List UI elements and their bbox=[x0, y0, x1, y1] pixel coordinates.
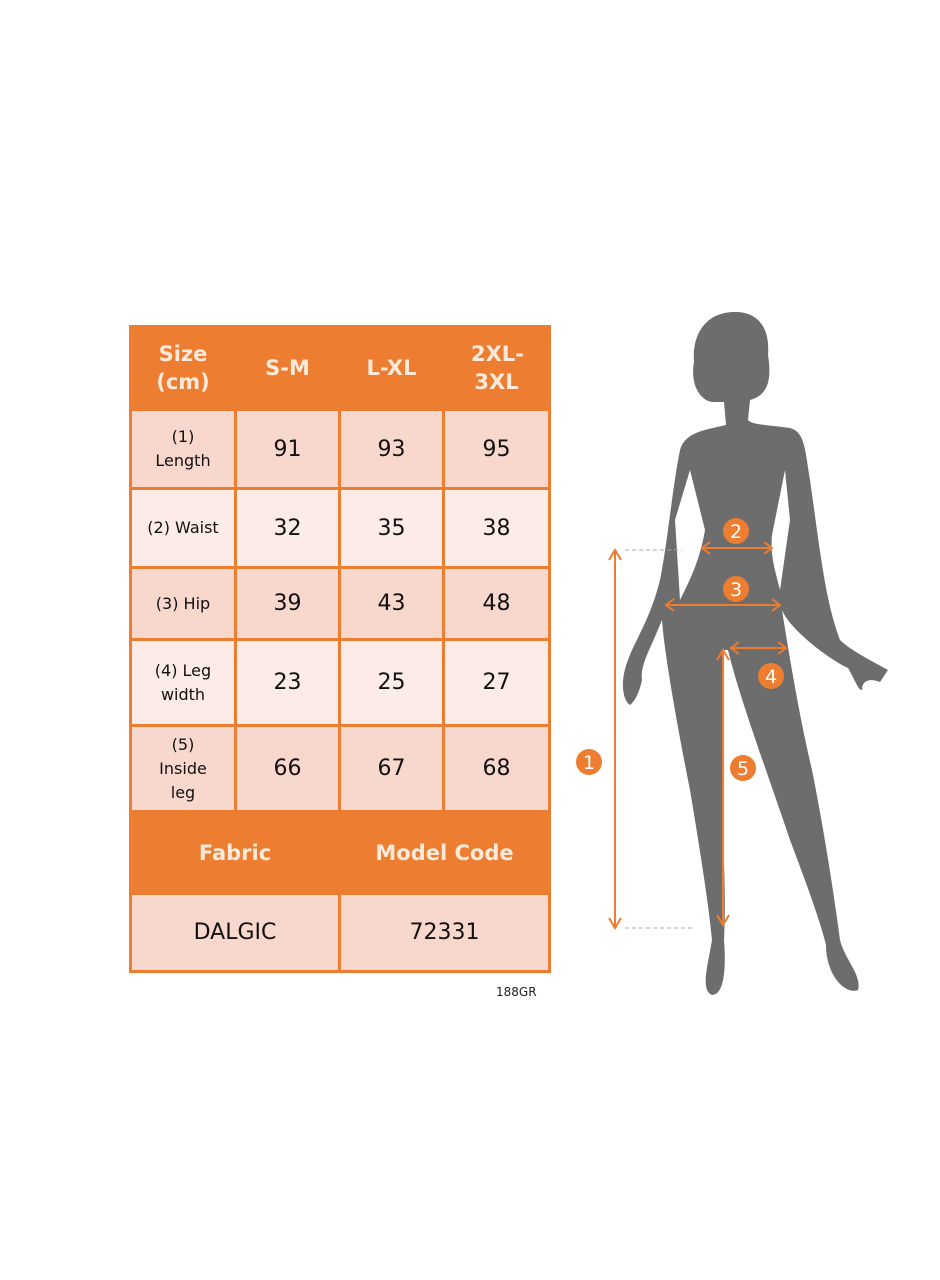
table-row: (2) Waist 32 35 38 bbox=[129, 487, 551, 569]
product-code: 188GR bbox=[496, 985, 537, 999]
cell: 38 bbox=[442, 487, 551, 569]
header-s-m: S-M bbox=[234, 325, 341, 411]
model-code-header: Model Code bbox=[338, 810, 551, 895]
table-row: (1) Length 91 93 95 bbox=[129, 408, 551, 490]
footer-header-row: Fabric Model Code bbox=[129, 810, 551, 895]
table-row: (4) Leg width 23 25 27 bbox=[129, 638, 551, 727]
cell: 68 bbox=[442, 724, 551, 813]
markers: 1 2 3 4 5 bbox=[576, 518, 784, 781]
fabric-header: Fabric bbox=[129, 810, 341, 895]
row-label: (3) Hip bbox=[129, 566, 237, 641]
body-measurement-figure: 1 2 3 4 5 bbox=[576, 312, 888, 995]
fabric-value: DALGIC bbox=[129, 892, 341, 973]
marker-4-label: 4 bbox=[765, 666, 777, 688]
size-table: Size (cm) S-M L-XL 2XL-3XL (1) Length 91… bbox=[129, 325, 551, 973]
marker-2-label: 2 bbox=[730, 521, 742, 543]
marker-2 bbox=[723, 518, 749, 544]
table-row: (3) Hip 39 43 48 bbox=[129, 566, 551, 641]
marker-3-label: 3 bbox=[730, 579, 742, 601]
measurement-arrows bbox=[608, 541, 788, 930]
marker-1-label: 1 bbox=[583, 752, 595, 774]
marker-3 bbox=[723, 576, 749, 602]
model-code-value: 72331 bbox=[338, 892, 551, 973]
cell: 93 bbox=[338, 408, 445, 490]
cell: 66 bbox=[234, 724, 341, 813]
header-2xl-3xl: 2XL-3XL bbox=[442, 325, 551, 411]
cell: 35 bbox=[338, 487, 445, 569]
cell: 27 bbox=[442, 638, 551, 727]
cell: 25 bbox=[338, 638, 445, 727]
footer-row: DALGIC 72331 bbox=[129, 892, 551, 973]
cell: 95 bbox=[442, 408, 551, 490]
row-label: (1) Length bbox=[129, 408, 237, 490]
cell: 43 bbox=[338, 566, 445, 641]
row-label: (5) Inside leg bbox=[129, 724, 237, 813]
table-row: (5) Inside leg 66 67 68 bbox=[129, 724, 551, 813]
marker-5-label: 5 bbox=[737, 758, 749, 780]
marker-5 bbox=[730, 755, 756, 781]
header-size: Size (cm) bbox=[129, 325, 237, 411]
cell: 91 bbox=[234, 408, 341, 490]
guide-lines bbox=[625, 549, 695, 929]
marker-1 bbox=[576, 749, 602, 775]
cell: 39 bbox=[234, 566, 341, 641]
header-row: Size (cm) S-M L-XL 2XL-3XL bbox=[129, 325, 551, 411]
cell: 48 bbox=[442, 566, 551, 641]
silhouette bbox=[622, 312, 888, 995]
cell: 67 bbox=[338, 724, 445, 813]
marker-4 bbox=[758, 663, 784, 689]
cell: 23 bbox=[234, 638, 341, 727]
row-label: (2) Waist bbox=[129, 487, 237, 569]
cell: 32 bbox=[234, 487, 341, 569]
header-l-xl: L-XL bbox=[338, 325, 445, 411]
row-label: (4) Leg width bbox=[129, 638, 237, 727]
